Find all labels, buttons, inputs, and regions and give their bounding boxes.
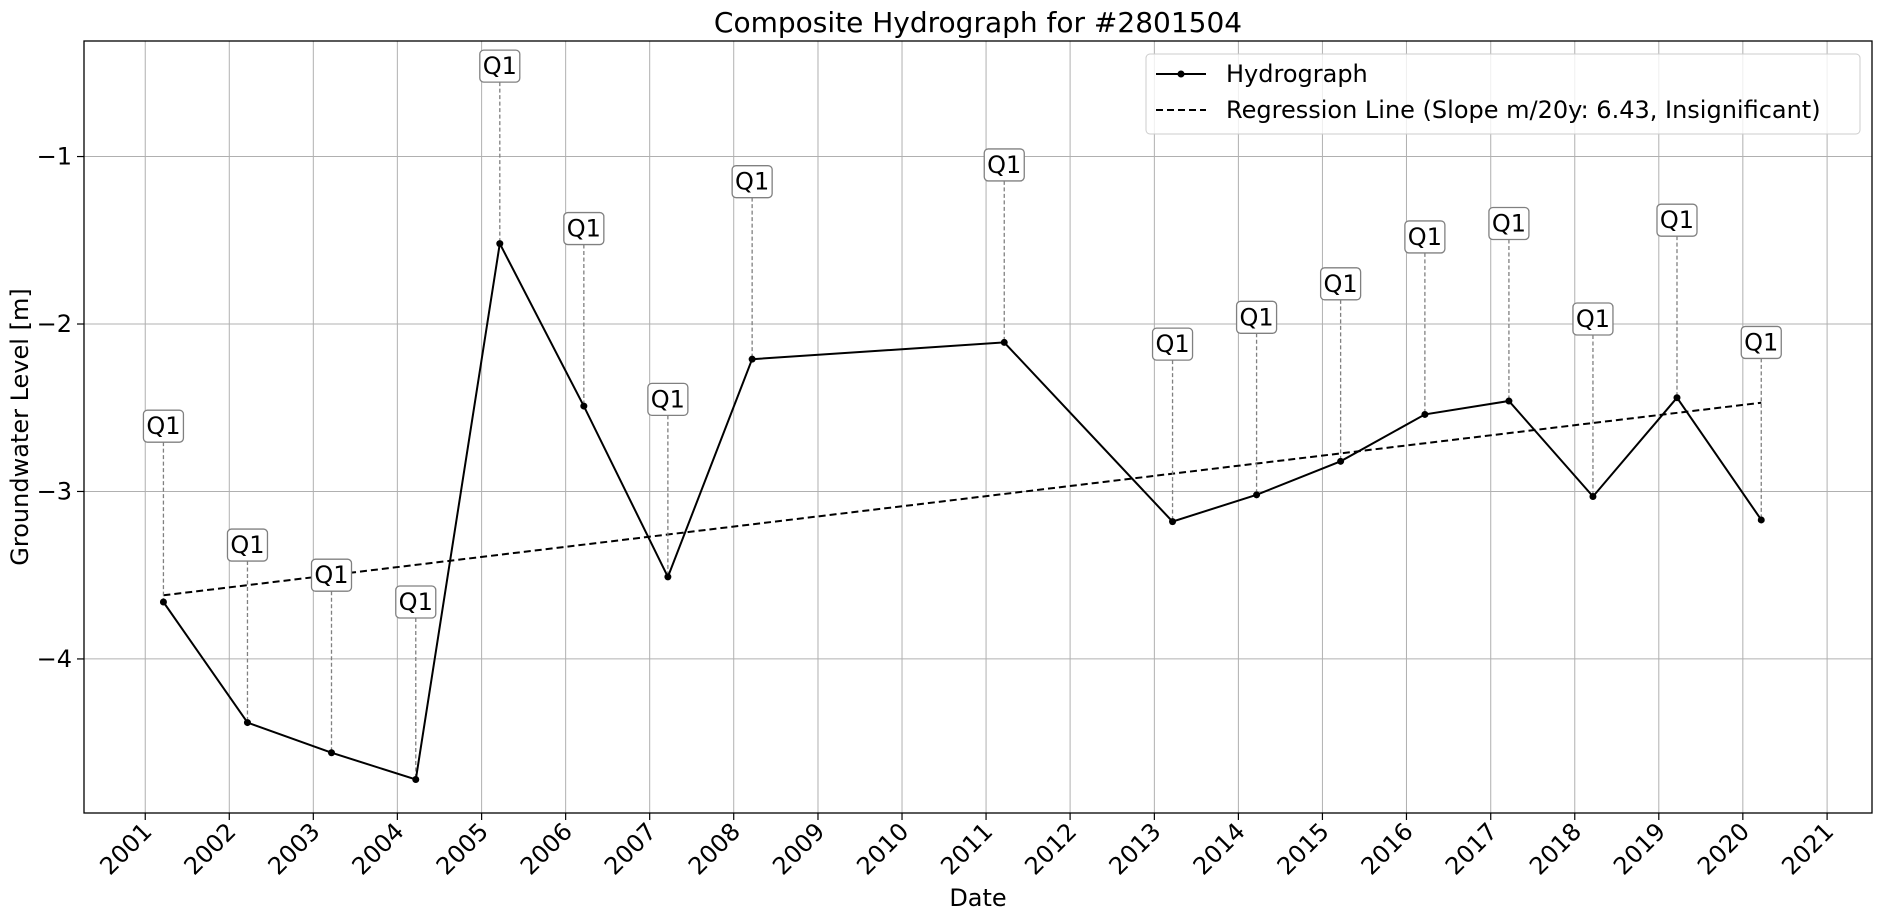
hydrograph-point: [1337, 457, 1345, 465]
regression-line-path: [163, 401, 1762, 597]
annotation-label: Q1: [1660, 206, 1694, 234]
hydrograph-point: [664, 573, 672, 581]
annotation-box: [226, 528, 269, 562]
y-axis-label: Groundwater Level [m]: [6, 288, 34, 565]
annotation-label: Q1: [1239, 303, 1273, 331]
y-tick-label: −1: [37, 143, 72, 171]
annotation-box: [1151, 327, 1194, 361]
annotation-label: Q1: [651, 385, 685, 413]
hydrograph-point: [412, 776, 420, 784]
hydrograph-point: [1673, 394, 1681, 402]
annotation-box: [395, 585, 437, 619]
annotation-label: Q1: [483, 52, 517, 80]
y-tick-label: −2: [37, 310, 72, 338]
hydrograph-point: [1253, 491, 1261, 499]
legend-hydrograph-label: Hydrograph: [1226, 60, 1368, 88]
annotation-box: [310, 558, 353, 592]
annotation-box: [1572, 302, 1614, 336]
annotation-box: [647, 382, 689, 417]
hydrograph-point: [328, 749, 336, 757]
y-tick-label: −3: [37, 477, 72, 505]
annotation-label: Q1: [1576, 305, 1610, 333]
y-axis-ticks: −1 −2 −3 −4: [37, 143, 84, 673]
annotation-box: [1740, 325, 1782, 360]
hydrograph-point: [1589, 492, 1597, 500]
hydrograph-point: [1169, 518, 1177, 526]
annotation-label: Q1: [987, 151, 1021, 179]
regression-line: [163, 401, 1762, 597]
annotation-box: [142, 409, 185, 443]
annotation-box: [1235, 300, 1278, 334]
hydrograph-point: [1505, 397, 1513, 405]
annotation-label: Q1: [1324, 270, 1358, 298]
legend-regression-label: Regression Line (Slope m/20y: 6.43, Insi…: [1226, 96, 1821, 124]
annotation-box: [731, 165, 773, 199]
annotation-label: Q1: [1744, 328, 1778, 356]
y-tick-label: −4: [37, 645, 72, 673]
hydrograph-point: [1757, 516, 1765, 524]
hydrograph-series: [159, 240, 1765, 784]
annotation-box: [479, 49, 521, 83]
annotation-box: [983, 148, 1025, 182]
plot-area-frame: [83, 40, 1873, 814]
annotation-label: Q1: [399, 588, 433, 616]
annotation-box: [1404, 220, 1446, 254]
annotation-label: Q1: [1492, 210, 1526, 238]
hydrograph-point: [580, 402, 588, 410]
annotation-label: Q1: [146, 412, 180, 440]
annotation-box: [1319, 267, 1362, 301]
annotation-box: [1656, 203, 1698, 237]
annotation-connectors: [162, 82, 1762, 780]
annotation-box: [563, 211, 605, 246]
hydrograph-point: [159, 598, 167, 606]
hydrograph-point: [243, 719, 251, 727]
chart-title: Composite Hydrograph for #2801504: [714, 6, 1242, 39]
legend-box: [1145, 53, 1861, 135]
annotation-label: Q1: [314, 561, 348, 589]
annotation-label: Q1: [1155, 330, 1189, 358]
hydrograph-point: [1000, 338, 1008, 346]
x-axis-label: Date: [949, 884, 1006, 912]
hydrograph-point: [748, 355, 756, 363]
hydrograph-point: [1421, 410, 1429, 418]
annotation-label: Q1: [1408, 223, 1442, 251]
annotation-labels: Q1 Q1 Q1 Q1 Q1 Q1 Q1 Q1 Q1 Q1 Q1 Q1 Q1 Q1 Q1 Q1 Q1: [142, 49, 1782, 619]
annotation-label: Q1: [567, 215, 601, 243]
legend-hydrograph-marker: [1177, 70, 1185, 78]
annotation-box: [1488, 206, 1530, 241]
hydrograph-point: [496, 240, 504, 248]
legend: Hydrograph Regression Line (Slope m/20y:…: [1145, 53, 1861, 135]
annotation-label: Q1: [735, 168, 769, 196]
annotation-label: Q1: [230, 531, 264, 559]
